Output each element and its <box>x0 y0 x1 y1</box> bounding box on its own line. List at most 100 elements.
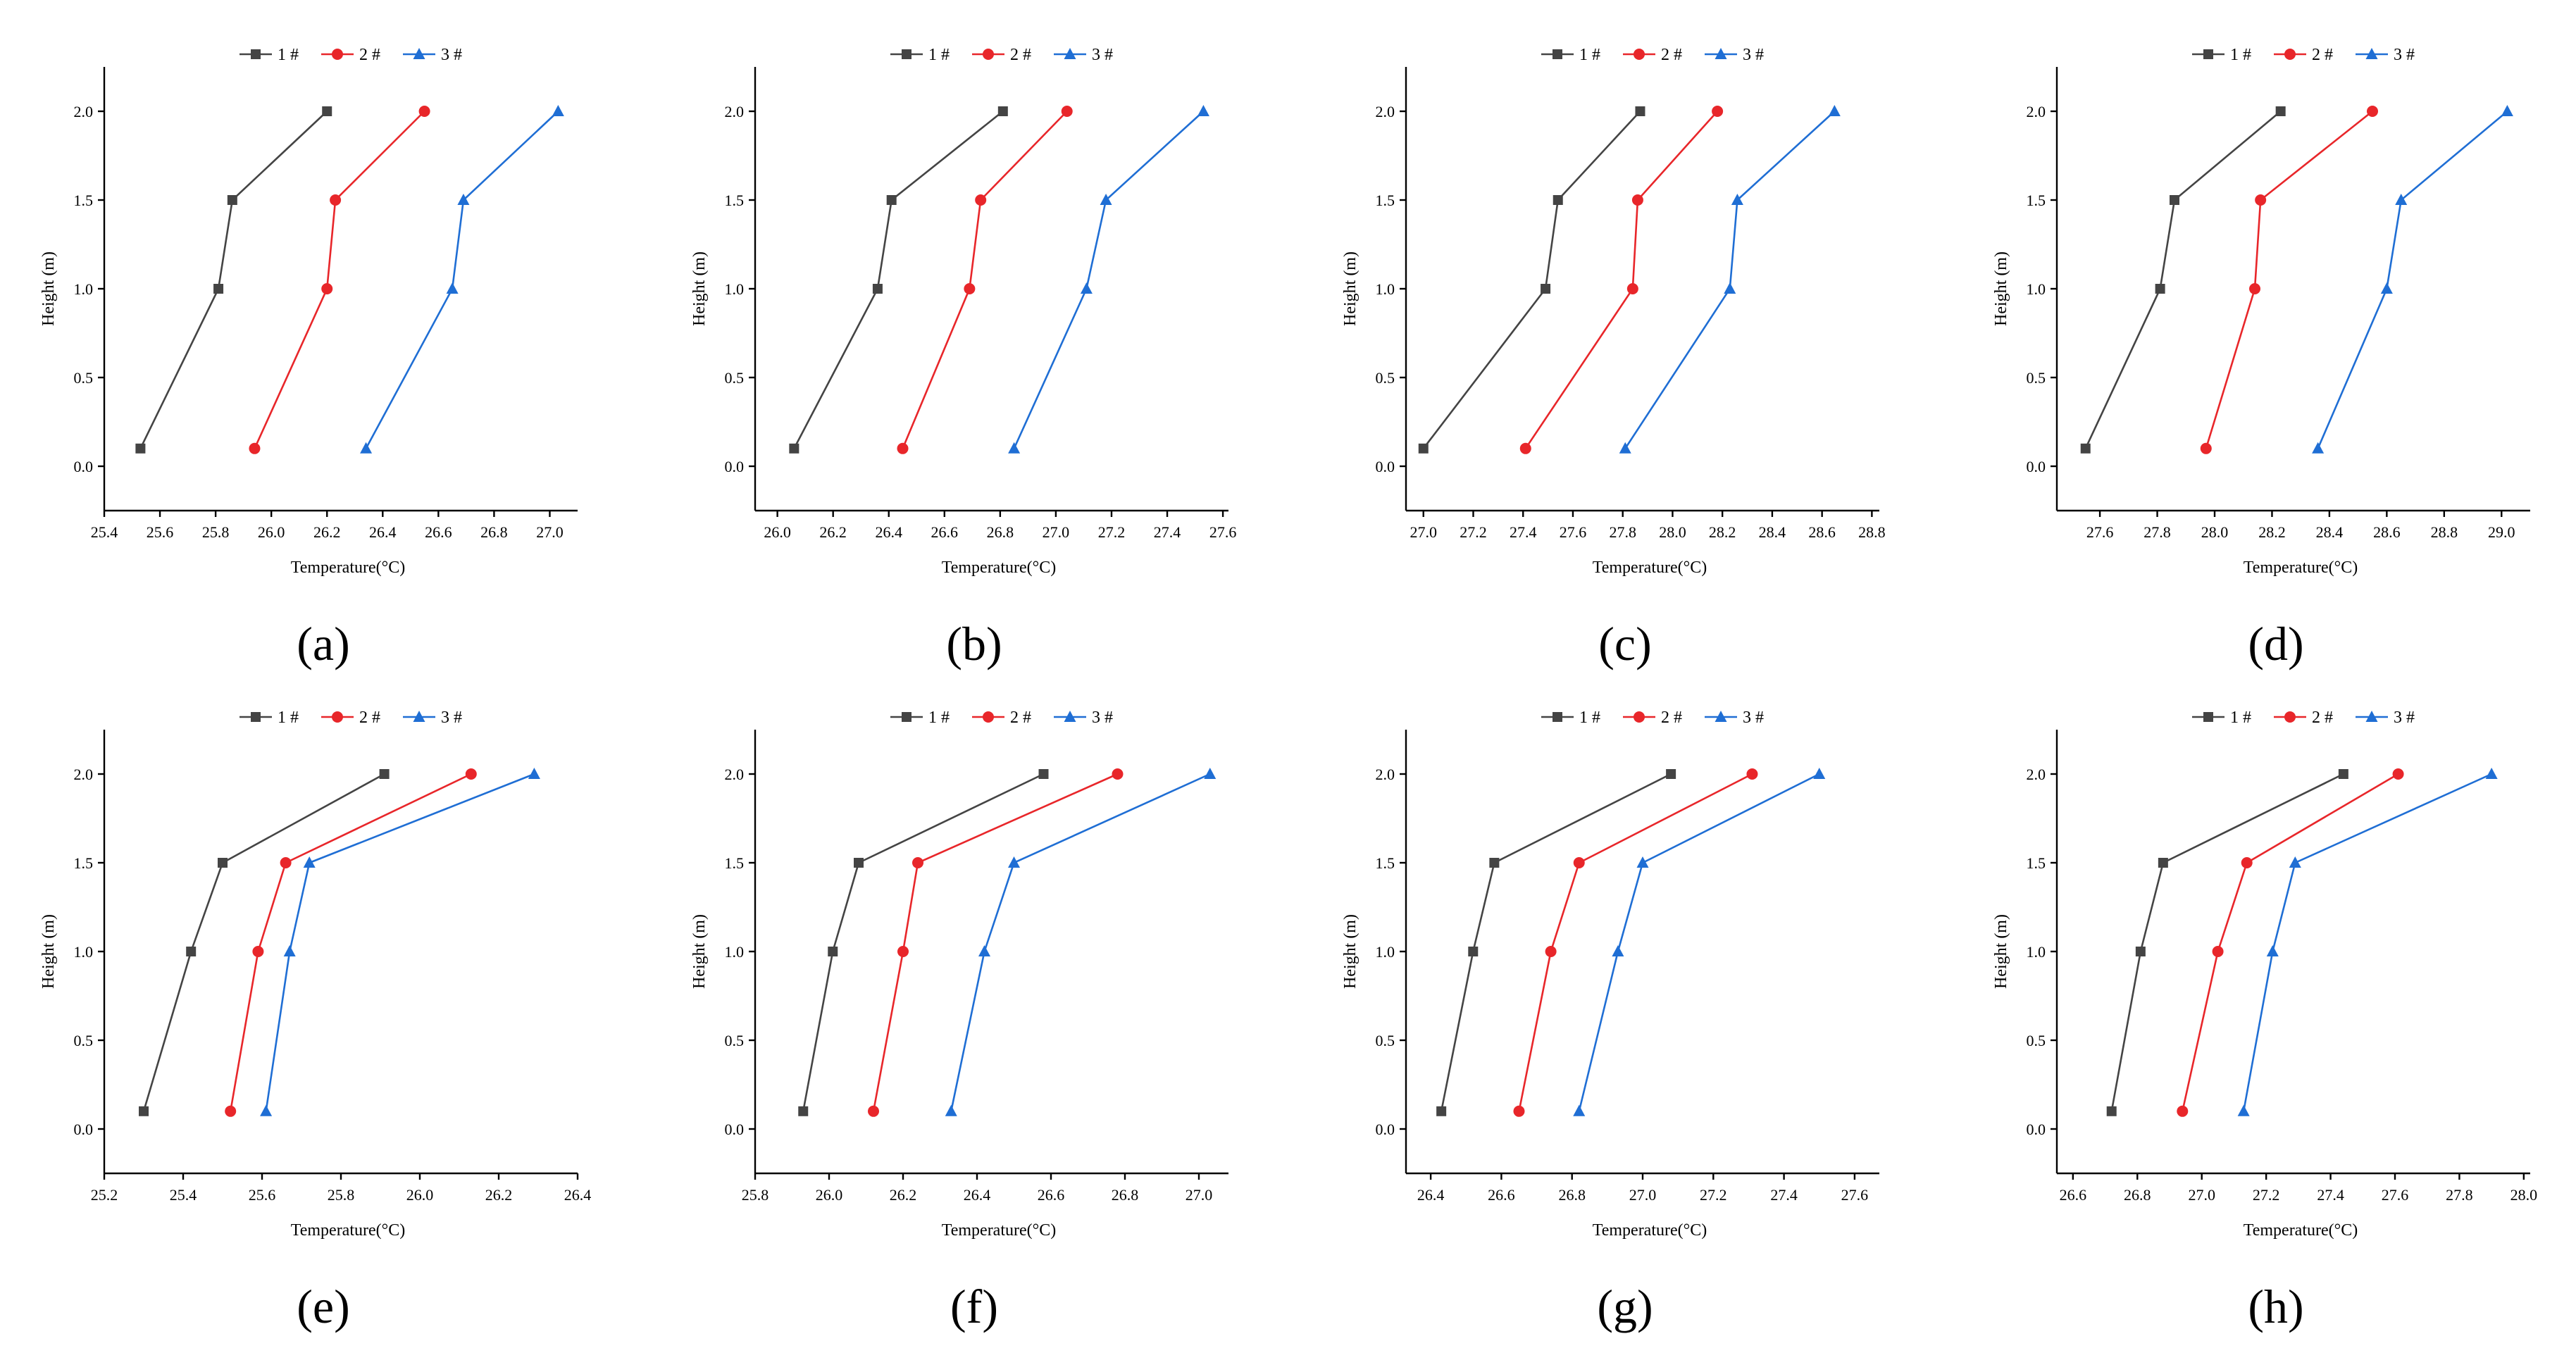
x-tick-label: 26.8 <box>1112 1186 1139 1204</box>
data-point-series-1 <box>2158 858 2168 868</box>
data-point-series-2 <box>1112 768 1124 780</box>
chart-panel-c: 0.0 0.5 1.0 1.5 2.0 27.0 27.2 27.4 27.6 27.8 28.0 2… <box>1341 46 1886 670</box>
x-tick-label: 27.6 <box>2382 1186 2409 1204</box>
data-point-series-1 <box>2106 1106 2117 1116</box>
y-tick-label: 1.5 <box>725 192 745 209</box>
y-tick-label: 1.0 <box>1376 280 1395 298</box>
data-point-series-3 <box>1204 768 1217 779</box>
x-tick-label: 26.8 <box>480 523 508 541</box>
legend-marker <box>2203 712 2213 722</box>
legend-label: 3 # <box>1743 709 1764 727</box>
data-point-series-3 <box>360 442 373 454</box>
y-tick-label: 1.5 <box>725 854 745 872</box>
chart-panel-d: 0.0 0.5 1.0 1.5 2.0 27.6 27.8 28.0 28.2 28.4 28.6 2… <box>1992 46 2530 670</box>
y-tick-label: 0.5 <box>1376 369 1395 387</box>
x-tick-label: 26.0 <box>816 1186 843 1204</box>
chart-panel-e: 0.0 0.5 1.0 1.5 2.0 25.2 25.4 25.6 25.8 26.0 26.2 2… <box>39 709 591 1333</box>
legend-label: 1 # <box>2230 46 2251 64</box>
x-tick-label: 26.2 <box>313 523 341 541</box>
x-tick-label: 27.0 <box>2188 1186 2215 1204</box>
data-point-series-2 <box>897 442 909 454</box>
x-tick-label: 28.8 <box>2431 523 2458 541</box>
series-line-2 <box>254 111 425 449</box>
legend-label: 1 # <box>1579 46 1600 64</box>
data-point-series-3 <box>2289 856 2301 868</box>
x-axis-title: Temperature(°C) <box>291 559 406 577</box>
data-point-series-2 <box>249 442 261 454</box>
series-line-3 <box>1013 111 1205 449</box>
y-tick-label: 1.0 <box>725 943 745 961</box>
data-point-series-1 <box>2080 443 2091 454</box>
x-axis-title: Temperature(°C) <box>942 1221 1057 1240</box>
legend-label: 1 # <box>2230 709 2251 727</box>
legend-marker <box>902 49 911 59</box>
x-tick-label: 26.6 <box>425 523 452 541</box>
chart-panel-g: 0.0 0.5 1.0 1.5 2.0 26.4 26.6 26.8 27.0 27.2 27.4 2… <box>1341 709 1879 1333</box>
y-tick-label: 0.0 <box>725 1121 745 1138</box>
data-point-series-3 <box>1828 105 1841 116</box>
x-tick-label: 27.4 <box>2317 1186 2344 1204</box>
data-point-series-1 <box>872 284 883 294</box>
legend-marker <box>332 711 343 723</box>
x-tick-label: 25.6 <box>249 1186 276 1204</box>
x-tick-label: 26.6 <box>1488 1186 1515 1204</box>
y-axis-title: Height (m) <box>690 914 709 989</box>
legend-marker <box>1064 711 1076 722</box>
x-tick-label: 27.2 <box>1460 523 1487 541</box>
legend-marker <box>2365 711 2378 722</box>
y-tick-label: 2.0 <box>74 103 94 120</box>
x-tick-label: 27.0 <box>1186 1186 1213 1204</box>
y-tick-label: 0.5 <box>1376 1032 1395 1049</box>
data-point-series-3 <box>446 282 459 294</box>
x-tick-label: 27.2 <box>2253 1186 2280 1204</box>
y-tick-label: 0.0 <box>1376 1121 1395 1138</box>
x-tick-label: 27.6 <box>2086 523 2114 541</box>
series-line-1 <box>2110 773 2344 1112</box>
y-tick-label: 2.0 <box>1376 766 1395 783</box>
data-point-series-1 <box>997 106 1008 116</box>
x-tick-label: 29.0 <box>2488 523 2515 541</box>
x-tick-label: 25.6 <box>147 523 174 541</box>
data-point-series-1 <box>139 1106 149 1116</box>
x-axis-title: Temperature(°C) <box>1593 559 1707 577</box>
x-tick-label: 28.6 <box>2373 523 2401 541</box>
x-tick-label: 27.2 <box>1700 1186 1727 1204</box>
y-axis-title: Height (m) <box>1341 914 1359 989</box>
data-point-series-2 <box>252 946 264 957</box>
y-tick-label: 0.0 <box>2027 458 2046 475</box>
data-point-series-1 <box>186 947 197 956</box>
y-tick-label: 0.5 <box>2027 1032 2046 1049</box>
legend-label: 3 # <box>1092 46 1113 64</box>
data-point-series-2 <box>2200 442 2212 454</box>
panel-label: (g) <box>1597 1280 1653 1333</box>
legend-label: 3 # <box>2394 709 2415 727</box>
chart-panel-b: 0.0 0.5 1.0 1.5 2.0 26.0 26.2 26.4 26.6 26.8 27.0 2… <box>690 46 1236 670</box>
y-tick-label: 1.5 <box>74 192 94 209</box>
data-point-series-3 <box>2380 282 2393 294</box>
legend-marker <box>1715 48 1727 59</box>
legend-marker <box>2284 711 2296 723</box>
data-point-series-1 <box>379 769 390 779</box>
data-point-series-3 <box>978 945 990 956</box>
y-axis-title: Height (m) <box>39 914 58 989</box>
data-point-series-2 <box>2367 106 2378 117</box>
data-point-series-1 <box>227 195 237 205</box>
series-line-1 <box>1422 111 1641 449</box>
legend-marker <box>413 711 425 722</box>
series-line-3 <box>2317 111 2508 449</box>
x-tick-label: 26.6 <box>1038 1186 1065 1204</box>
data-point-series-2 <box>897 946 909 957</box>
data-point-series-1 <box>322 106 332 116</box>
data-point-series-3 <box>1813 768 1826 779</box>
y-tick-label: 1.5 <box>2027 192 2046 209</box>
legend-marker <box>1715 711 1727 722</box>
legend-marker <box>251 712 261 722</box>
data-point-series-1 <box>886 195 897 205</box>
series-line-2 <box>902 111 1068 449</box>
series-line-2 <box>229 773 472 1112</box>
y-tick-label: 0.0 <box>2027 1121 2046 1138</box>
data-point-series-3 <box>303 856 316 868</box>
data-point-series-3 <box>1612 945 1624 956</box>
data-point-series-2 <box>321 283 333 294</box>
